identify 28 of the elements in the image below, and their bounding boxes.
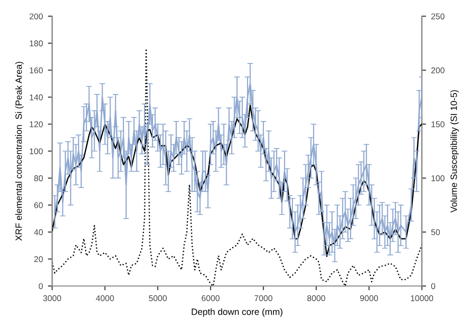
y2-tick-label: 150: [432, 121, 444, 128]
y-tick-label: 160: [30, 67, 43, 74]
y-tick-label: 180: [30, 40, 43, 46]
y2-tick-label: 250: [431, 13, 444, 20]
x-tick-label: 8000: [307, 295, 326, 302]
y-tick-label: 60: [34, 202, 43, 208]
y-tick-label: 120: [30, 121, 43, 128]
x-tick-label: 7000: [254, 295, 272, 302]
y2-tick-label: 200: [431, 67, 444, 74]
y-tick-label: 80: [34, 175, 43, 182]
x-tick-label: 3000: [43, 295, 62, 302]
y2-tick-label: 50: [431, 229, 440, 236]
y2-tick-label: 0: [431, 283, 436, 290]
x-axis-title: Depth down core (mm): [192, 308, 282, 317]
y-axis-title: XRF elemental concentration Si (Peak Area): [15, 62, 24, 241]
y-tick-label: 40: [34, 229, 43, 236]
y-tick-label: 0: [38, 283, 43, 290]
x-tick-label: 10000: [410, 295, 434, 302]
y2-axis-title: Volume Susceptibility (SI 10-5): [450, 90, 459, 213]
x-tick-label: 9000: [360, 295, 378, 302]
y-tick-label: 100: [30, 148, 43, 154]
y-tick-label: 20: [34, 256, 43, 262]
y2-tick-label: 100: [432, 175, 444, 182]
y-tick-label: 140: [30, 94, 43, 100]
x-tick-label: 5000: [148, 295, 167, 302]
x-tick-label: 6000: [202, 295, 220, 302]
x-tick-label: 4000: [96, 295, 114, 302]
y-tick-label: 200: [30, 13, 43, 20]
